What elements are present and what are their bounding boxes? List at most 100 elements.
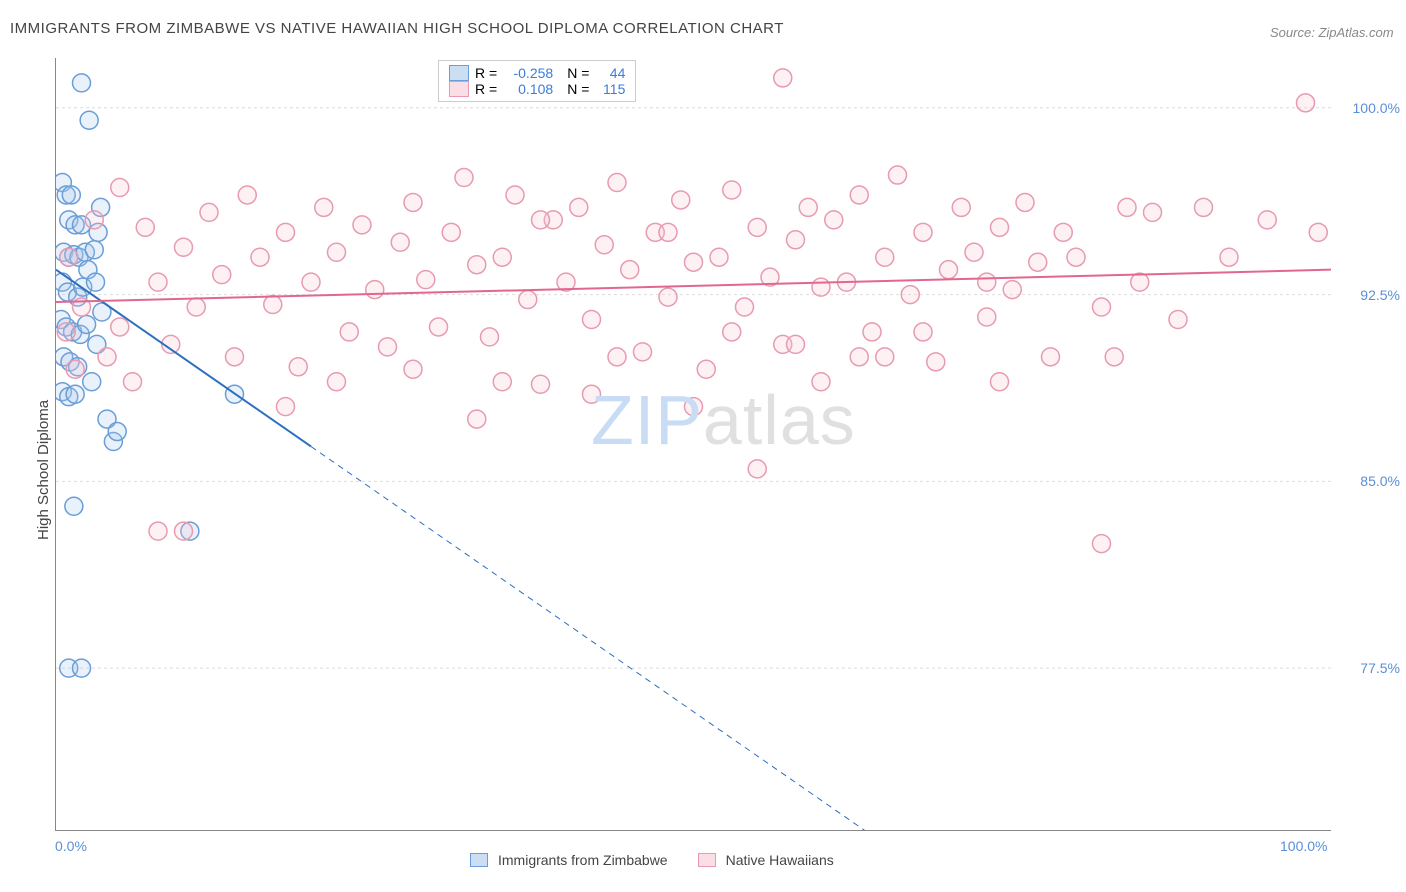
data-point-hawaiian	[302, 273, 320, 291]
legend-label-zimbabwe: Immigrants from Zimbabwe	[498, 852, 668, 868]
corr-row-hawaiian: R =0.108N =115	[449, 81, 625, 97]
data-point-hawaiian	[468, 256, 486, 274]
data-point-hawaiian	[1003, 281, 1021, 299]
data-point-hawaiian	[506, 186, 524, 204]
data-point-zimbabwe	[87, 273, 105, 291]
data-point-hawaiian	[595, 236, 613, 254]
data-point-zimbabwe	[78, 315, 96, 333]
trend-ext-zimbabwe	[311, 446, 1331, 830]
data-point-hawaiian	[774, 69, 792, 87]
data-point-hawaiian	[850, 348, 868, 366]
r-value-hawaiian: 0.108	[503, 81, 553, 97]
data-point-hawaiian	[1258, 211, 1276, 229]
data-point-hawaiian	[978, 273, 996, 291]
source-label: Source:	[1270, 25, 1315, 40]
data-point-hawaiian	[1105, 348, 1123, 366]
data-point-hawaiian	[748, 218, 766, 236]
data-point-hawaiian	[685, 253, 703, 271]
data-point-hawaiian	[187, 298, 205, 316]
y-tick-label: 77.5%	[1340, 660, 1400, 676]
correlation-legend: R =-0.258N =44R =0.108N =115	[438, 60, 636, 102]
data-point-zimbabwe	[83, 373, 101, 391]
chart-title: IMMIGRANTS FROM ZIMBABWE VS NATIVE HAWAI…	[10, 20, 784, 37]
data-point-hawaiian	[1093, 298, 1111, 316]
data-point-hawaiian	[430, 318, 448, 336]
data-point-hawaiian	[991, 218, 1009, 236]
series-legend: Immigrants from ZimbabweNative Hawaiians	[470, 852, 854, 868]
data-point-hawaiian	[60, 248, 78, 266]
data-point-hawaiian	[876, 348, 894, 366]
data-point-hawaiian	[391, 233, 409, 251]
data-point-hawaiian	[124, 373, 142, 391]
data-point-hawaiian	[799, 198, 817, 216]
data-point-hawaiian	[570, 198, 588, 216]
data-point-hawaiian	[149, 273, 167, 291]
data-point-hawaiian	[442, 223, 460, 241]
data-point-hawaiian	[1169, 310, 1187, 328]
data-point-hawaiian	[519, 291, 537, 309]
data-point-hawaiian	[1093, 535, 1111, 553]
data-point-hawaiian	[889, 166, 907, 184]
data-point-hawaiian	[57, 323, 75, 341]
x-tick-label: 0.0%	[55, 838, 87, 854]
swatch-zimbabwe	[449, 65, 469, 81]
n-value-zimbabwe: 44	[595, 65, 625, 81]
chart-svg	[56, 58, 1331, 830]
legend-swatch-hawaiian	[698, 853, 716, 867]
data-point-hawaiian	[340, 323, 358, 341]
swatch-hawaiian	[449, 81, 469, 97]
x-tick-label: 100.0%	[1280, 838, 1327, 854]
data-point-zimbabwe	[62, 186, 80, 204]
data-point-hawaiian	[940, 261, 958, 279]
data-point-hawaiian	[723, 323, 741, 341]
data-point-hawaiian	[175, 238, 193, 256]
r-label: R =	[475, 65, 497, 81]
data-point-zimbabwe	[65, 497, 83, 515]
data-point-hawaiian	[901, 286, 919, 304]
data-point-hawaiian	[952, 198, 970, 216]
data-point-hawaiian	[1131, 273, 1149, 291]
y-axis-label: High School Diploma	[35, 400, 52, 540]
data-point-hawaiian	[685, 398, 703, 416]
data-point-hawaiian	[404, 360, 422, 378]
data-point-zimbabwe	[73, 659, 91, 677]
data-point-hawaiian	[200, 203, 218, 221]
data-point-hawaiian	[1195, 198, 1213, 216]
n-label: N =	[567, 81, 589, 97]
data-point-hawaiian	[1309, 223, 1327, 241]
data-point-hawaiian	[213, 266, 231, 284]
r-value-zimbabwe: -0.258	[503, 65, 553, 81]
data-point-hawaiian	[583, 385, 601, 403]
data-point-hawaiian	[914, 323, 932, 341]
data-point-hawaiian	[66, 360, 84, 378]
n-value-hawaiian: 115	[595, 81, 625, 97]
data-point-hawaiian	[468, 410, 486, 428]
data-point-hawaiian	[315, 198, 333, 216]
data-point-hawaiian	[1297, 94, 1315, 112]
data-point-hawaiian	[493, 373, 511, 391]
data-point-hawaiian	[289, 358, 307, 376]
data-point-hawaiian	[621, 261, 639, 279]
data-point-hawaiian	[787, 335, 805, 353]
data-point-hawaiian	[927, 353, 945, 371]
plot-area: ZIPatlas	[55, 58, 1331, 831]
data-point-hawaiian	[111, 318, 129, 336]
data-point-hawaiian	[672, 191, 690, 209]
data-point-hawaiian	[825, 211, 843, 229]
data-point-hawaiian	[277, 223, 295, 241]
data-point-hawaiian	[748, 460, 766, 478]
data-point-hawaiian	[697, 360, 715, 378]
data-point-hawaiian	[710, 248, 728, 266]
data-point-hawaiian	[1054, 223, 1072, 241]
data-point-hawaiian	[863, 323, 881, 341]
data-point-hawaiian	[455, 169, 473, 187]
data-point-hawaiian	[532, 211, 550, 229]
data-point-hawaiian	[1016, 193, 1034, 211]
data-point-hawaiian	[978, 308, 996, 326]
data-point-hawaiian	[353, 216, 371, 234]
data-point-hawaiian	[1144, 203, 1162, 221]
data-point-hawaiian	[328, 243, 346, 261]
y-tick-label: 85.0%	[1340, 473, 1400, 489]
data-point-hawaiian	[876, 248, 894, 266]
data-point-hawaiian	[149, 522, 167, 540]
